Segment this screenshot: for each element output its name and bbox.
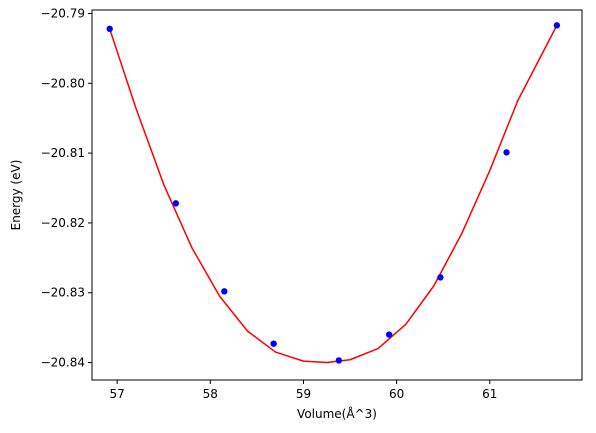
y-tick-label: −20.82 xyxy=(41,216,85,230)
data-point-2 xyxy=(172,200,180,207)
data-point-6 xyxy=(385,331,393,338)
x-tick-label: 60 xyxy=(389,387,404,401)
y-axis-ticks: −20.84 −20.83 −20.82 −20.81 −20.80 −20.79 xyxy=(41,6,92,370)
x-tick-label: 59 xyxy=(296,387,311,401)
x-tick-label: 61 xyxy=(482,387,497,401)
data-point-3 xyxy=(221,288,228,295)
data-point-9 xyxy=(553,22,561,29)
plot-frame xyxy=(91,9,583,381)
x-tick-label: 58 xyxy=(203,387,218,401)
fit-curve-line xyxy=(108,25,558,364)
y-tick-label: −20.80 xyxy=(41,76,85,90)
y-tick-label: −20.81 xyxy=(41,146,85,160)
data-point-8 xyxy=(503,149,510,156)
fit-curve-layer xyxy=(108,25,558,364)
plot-area xyxy=(92,10,582,380)
data-points-layer xyxy=(106,22,561,364)
y-tick-label: −20.83 xyxy=(41,286,85,300)
x-axis-label: Volume(Å^3) xyxy=(297,406,377,421)
data-point-1 xyxy=(106,25,113,33)
y-tick-label: −20.79 xyxy=(41,6,85,20)
y-axis-label: Energy (eV) xyxy=(9,160,23,231)
data-point-4 xyxy=(270,340,277,347)
x-axis-ticks: 57 58 59 60 61 xyxy=(110,380,497,401)
data-point-7 xyxy=(437,274,444,281)
x-tick-label: 57 xyxy=(110,387,125,401)
y-tick-label: −20.84 xyxy=(41,356,85,370)
data-point-5 xyxy=(335,357,343,364)
